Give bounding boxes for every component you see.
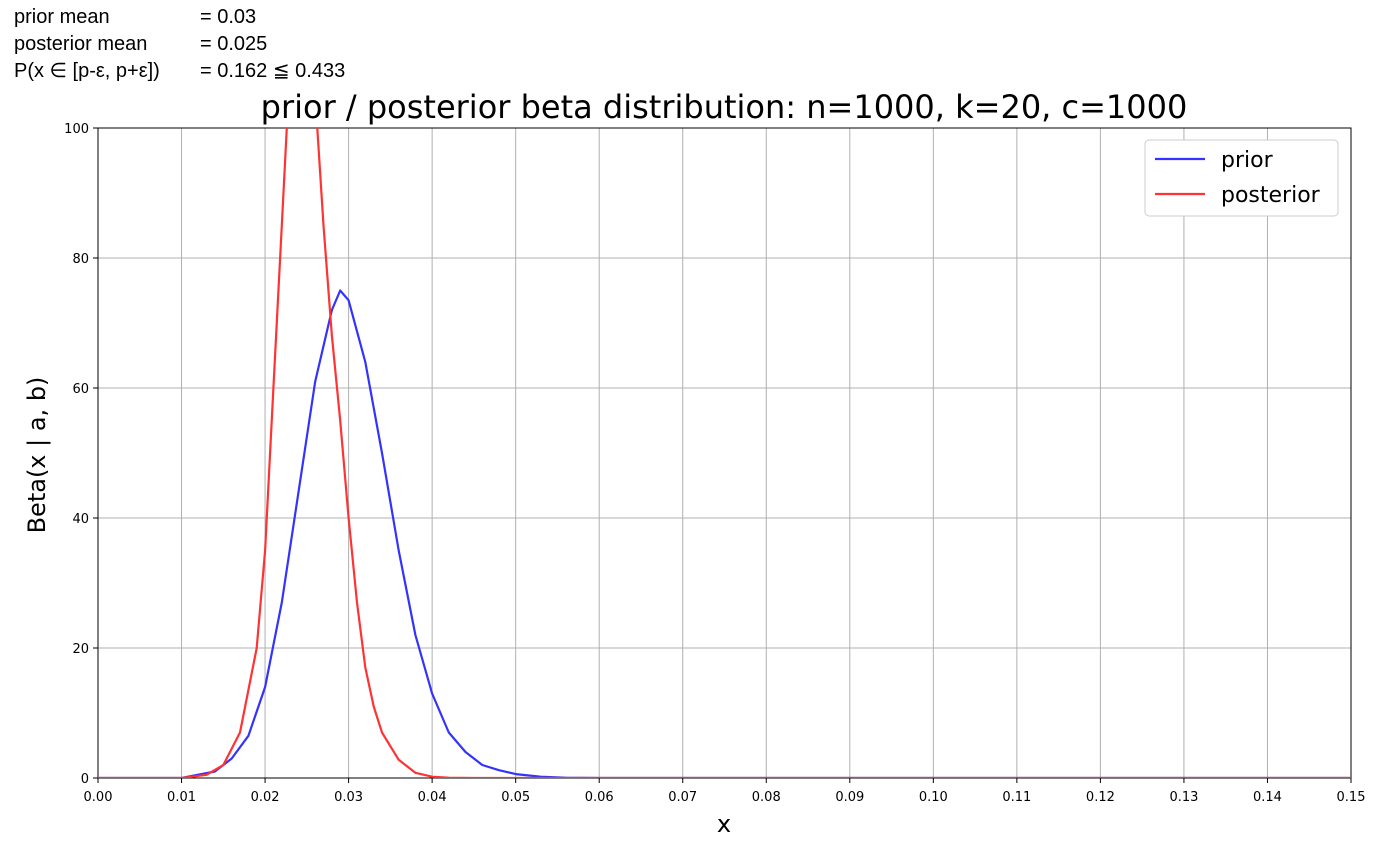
x-tick-label: 0.14 xyxy=(1253,790,1282,805)
x-tick-label: 0.04 xyxy=(418,790,447,805)
x-axis-ticks: 0.00 0.01 0.02 0.03 0.04 0.05 0.06 0.07 0.08 0.09… xyxy=(84,778,1366,805)
x-tick-label: 0.01 xyxy=(167,790,196,805)
stat-value: = 0.162 ≦ 0.433 xyxy=(200,60,346,82)
x-tick-label: 0.10 xyxy=(919,790,948,805)
y-axis-ticks: 0 20 40 60 80 100 xyxy=(64,122,98,787)
stat-label: prior mean xyxy=(14,6,110,28)
grid xyxy=(97,127,1352,779)
x-axis-label: x xyxy=(717,810,731,838)
y-tick-label: 20 xyxy=(72,642,89,657)
x-tick-label: 0.15 xyxy=(1337,790,1366,805)
plot-frame xyxy=(97,127,1352,779)
legend: prior posterior xyxy=(1144,139,1339,217)
stats-block: prior mean = 0.03 posterior mean = 0.025… xyxy=(14,4,345,85)
y-tick-label: 80 xyxy=(72,252,89,267)
legend-label-prior: prior xyxy=(1221,148,1274,173)
y-axis-label: Beta(x | a, b) xyxy=(23,377,51,534)
stat-row-posterior-mean: posterior mean = 0.025 xyxy=(14,31,345,58)
y-tick-label: 100 xyxy=(64,122,89,137)
stat-row-prior-mean: prior mean = 0.03 xyxy=(14,4,345,31)
x-tick-label: 0.06 xyxy=(585,790,614,805)
series-lines xyxy=(98,128,1351,778)
x-tick-label: 0.02 xyxy=(251,790,280,805)
x-tick-label: 0.03 xyxy=(334,790,363,805)
chart-title: prior / posterior beta distribution: n=1… xyxy=(261,88,1188,126)
stat-row-probability: P(x ∈ [p-ε, p+ε]) = 0.162 ≦ 0.433 xyxy=(14,58,345,85)
stat-label: P(x ∈ [p-ε, p+ε]) xyxy=(14,60,160,82)
x-tick-label: 0.07 xyxy=(668,790,697,805)
stat-value: = 0.025 xyxy=(200,33,268,55)
series-line-posterior xyxy=(98,128,1351,778)
x-tick-label: 0.12 xyxy=(1086,790,1115,805)
x-tick-label: 0.08 xyxy=(752,790,781,805)
x-tick-label: 0.00 xyxy=(84,790,113,805)
x-tick-label: 0.13 xyxy=(1169,790,1198,805)
stat-value: = 0.03 xyxy=(200,6,257,28)
x-tick-label: 0.05 xyxy=(501,790,530,805)
stat-label: posterior mean xyxy=(14,33,148,55)
x-tick-label: 0.11 xyxy=(1002,790,1031,805)
y-tick-label: 0 xyxy=(81,772,89,787)
legend-label-posterior: posterior xyxy=(1221,183,1321,208)
series-line-prior xyxy=(98,289,1351,778)
y-tick-label: 60 xyxy=(72,382,89,397)
y-tick-label: 40 xyxy=(72,512,89,527)
x-tick-label: 0.09 xyxy=(835,790,864,805)
